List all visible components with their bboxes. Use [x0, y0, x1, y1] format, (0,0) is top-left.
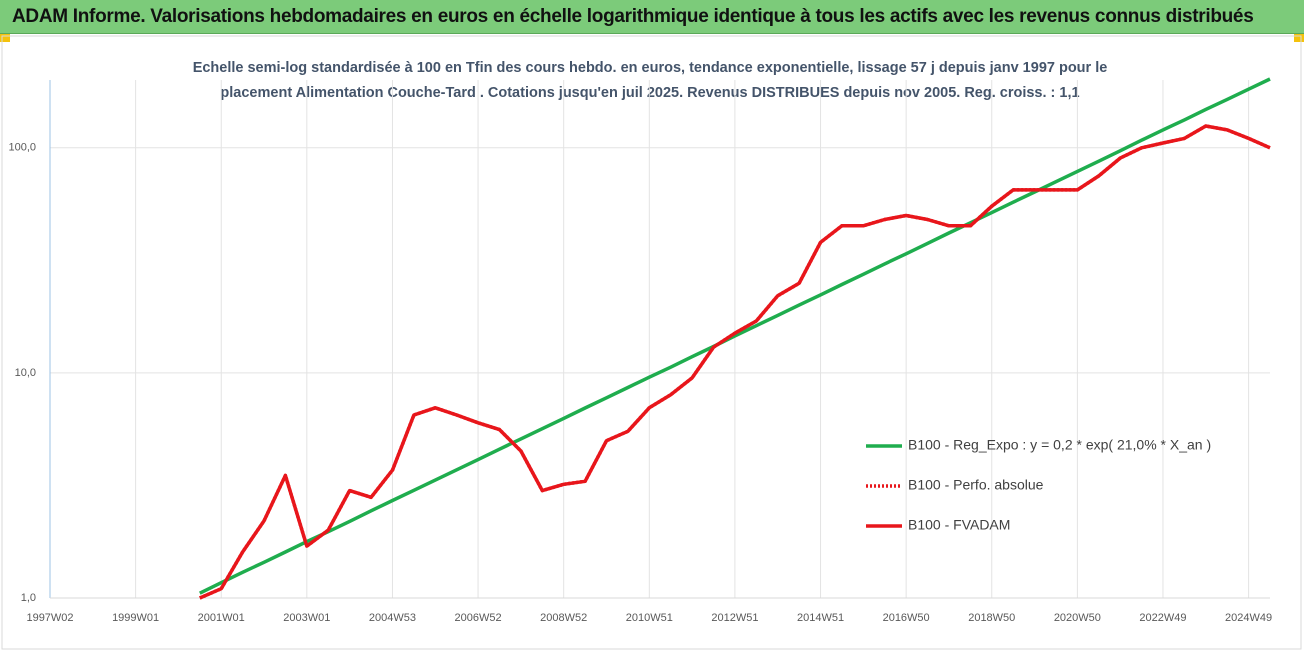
legend-label: B100 - Perfo. absolue	[908, 477, 1044, 493]
x-tick-label: 2016W50	[883, 612, 930, 624]
header-title: ADAM Informe. Valorisations hebdomadaire…	[12, 6, 1254, 27]
x-tick-label: 2014W51	[797, 612, 844, 624]
x-tick-label: 2004W53	[369, 612, 416, 624]
x-tick-label: 2020W50	[1054, 612, 1101, 624]
y-tick-label: 100,0	[8, 142, 36, 154]
chart-subtitle: Echelle semi-log standardisée à 100 en T…	[193, 60, 1108, 76]
x-tick-label: 2022W49	[1139, 612, 1186, 624]
series-line	[199, 77, 1271, 595]
x-tick-label: 2008W52	[540, 612, 587, 624]
chart-subtitle: placement Alimentation Couche-Tard . Cot…	[220, 85, 1079, 101]
x-tick-label: 2003W01	[283, 612, 330, 624]
x-tick-label: 2024W49	[1225, 612, 1272, 624]
x-tick-label: 2012W51	[711, 612, 758, 624]
legend-label: B100 - Reg_Expo : y = 0,2 * exp( 21,0% *…	[908, 437, 1211, 453]
corner	[1294, 34, 1304, 42]
legend-label: B100 - FVADAM	[908, 517, 1010, 533]
x-tick-label: 1997W02	[26, 612, 73, 624]
x-tick-label: 2001W01	[198, 612, 245, 624]
y-tick-label: 10,0	[15, 367, 36, 379]
chart-border	[1, 35, 1302, 650]
chart: Echelle semi-log standardisée à 100 en T…	[1, 35, 1302, 650]
y-tick-label: 1,0	[21, 592, 36, 604]
x-tick-label: 2006W52	[455, 612, 502, 624]
x-tick-label: 2018W50	[968, 612, 1015, 624]
corner	[0, 34, 10, 42]
x-tick-label: 1999W01	[112, 612, 159, 624]
series-line	[199, 124, 1271, 600]
header: ADAM Informe. Valorisations hebdomadaire…	[0, 0, 1304, 34]
x-tick-label: 2010W51	[626, 612, 673, 624]
